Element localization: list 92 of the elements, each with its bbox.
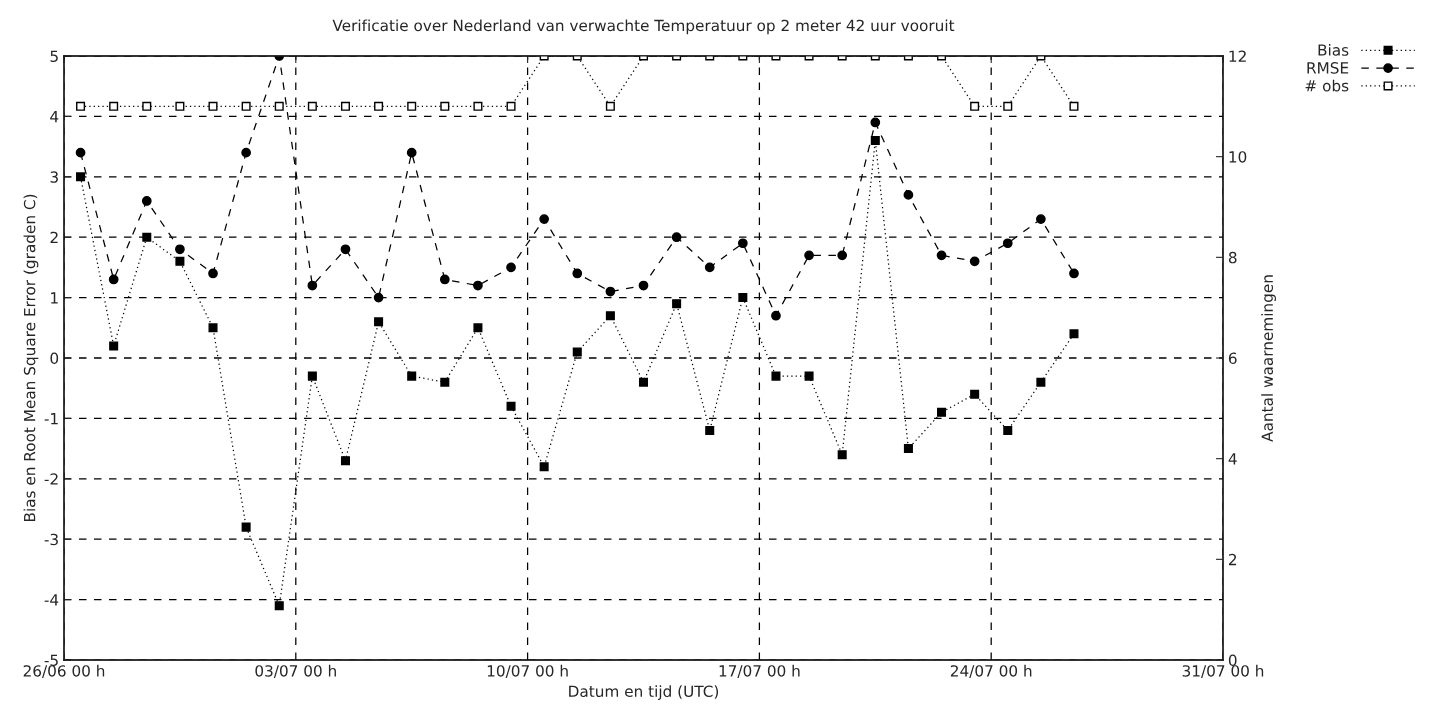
point — [672, 299, 682, 309]
point — [1036, 214, 1046, 224]
point — [704, 262, 715, 273]
point — [1036, 377, 1046, 387]
point — [705, 425, 715, 435]
point — [109, 341, 119, 351]
point — [638, 377, 649, 387]
y2-tick-label: 2 — [1228, 553, 1237, 566]
point — [307, 371, 317, 381]
point — [737, 238, 748, 249]
x-tick-label: 26/06 00 h — [23, 664, 105, 678]
point — [108, 274, 119, 285]
y2-tick-label: 8 — [1228, 251, 1237, 264]
x-tick-label: 10/07 00 h — [487, 664, 568, 678]
point — [142, 232, 152, 242]
y-tick-label: 0 — [50, 352, 59, 365]
legend-label: # obs — [1305, 79, 1349, 92]
point — [936, 250, 947, 261]
point — [175, 244, 185, 255]
point — [141, 196, 152, 206]
legend-label: RMSE — [1307, 62, 1349, 74]
point — [572, 347, 582, 357]
point — [473, 280, 483, 291]
x-tick-label: 24/07 00 h — [950, 664, 1032, 678]
point — [208, 323, 218, 333]
y2-tick-label: 12 — [1229, 50, 1246, 62]
point — [439, 274, 450, 285]
point — [76, 172, 86, 182]
point — [506, 262, 516, 273]
point — [572, 268, 583, 279]
point — [771, 371, 781, 381]
point — [241, 522, 251, 532]
point — [771, 310, 781, 321]
point — [903, 190, 914, 200]
point — [638, 280, 649, 291]
point — [374, 317, 384, 327]
y-tick-label: 4 — [50, 111, 59, 123]
x-axis-title: Datum en tijd (UTC) — [569, 685, 719, 700]
point — [804, 371, 814, 381]
y-axis-title: Bias en Root Mean Square Error (graden C) — [23, 194, 39, 522]
point — [870, 117, 881, 128]
point — [605, 286, 616, 297]
y-tick-label: -3 — [44, 533, 58, 546]
point — [340, 456, 350, 466]
y-tick-label: 1 — [51, 292, 58, 304]
y2-tick-label: 10 — [1229, 151, 1247, 163]
point — [1003, 425, 1013, 435]
point — [539, 462, 549, 472]
point — [605, 311, 615, 321]
point — [539, 214, 550, 224]
y-tick-label: 3 — [50, 171, 58, 183]
point — [440, 377, 450, 387]
point — [969, 256, 980, 267]
y2-tick-label: 4 — [1228, 453, 1237, 465]
point — [804, 250, 814, 261]
point — [241, 147, 251, 158]
point — [903, 444, 913, 454]
point — [406, 147, 417, 158]
x-tick-label: 03/07 00 h — [255, 664, 336, 678]
point — [175, 256, 185, 266]
y-tick-label: 2 — [50, 231, 58, 243]
point — [407, 371, 417, 381]
point — [970, 389, 980, 399]
point — [75, 147, 86, 158]
point — [1002, 238, 1013, 249]
chart-title: Verificatie over Nederland van verwachte Temperatuur op 2 meter 42 uur vooruit — [332, 19, 955, 35]
point — [671, 232, 682, 243]
point — [837, 450, 847, 460]
y-tick-label: 5 — [50, 50, 58, 63]
y-tick-label: -4 — [44, 594, 59, 606]
x-tick-label: 31/07 00 h — [1182, 664, 1264, 678]
y-tick-label: -2 — [44, 473, 58, 485]
point — [837, 250, 848, 261]
point — [870, 136, 880, 146]
point — [340, 244, 351, 255]
y2-tick-label: 0 — [1228, 654, 1237, 667]
y-tick-label: -5 — [44, 654, 58, 667]
point — [937, 407, 947, 417]
y2-tick-label: 6 — [1228, 352, 1237, 365]
point — [274, 601, 284, 611]
point — [1069, 329, 1079, 339]
point — [307, 280, 318, 291]
y2-axis-title: Aantal waarnemingen — [1261, 275, 1276, 442]
point — [506, 401, 516, 411]
legend-label: Bias — [1318, 43, 1349, 56]
y-tick-label: -1 — [44, 413, 58, 425]
point — [373, 292, 384, 303]
point — [738, 293, 748, 303]
point — [1069, 268, 1079, 279]
point — [208, 268, 218, 279]
point — [473, 323, 483, 333]
x-tick-label: 17/07 00 h — [719, 664, 800, 678]
